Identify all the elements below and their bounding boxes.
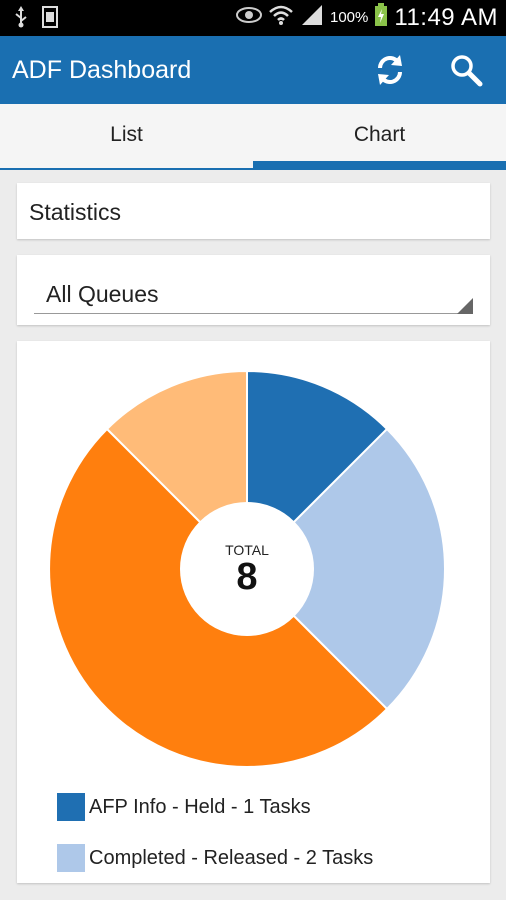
signal-icon [300, 4, 324, 31]
queue-dropdown-underline [34, 313, 473, 314]
legend-label: AFP Info - Held - 1 Tasks [89, 795, 311, 818]
search-button[interactable] [446, 50, 486, 90]
refresh-icon [378, 55, 402, 85]
legend-item: Completed - Released - 2 Tasks [57, 844, 373, 872]
status-clock: 11:49 AM [394, 3, 498, 31]
app-title: ADF Dashboard [12, 56, 192, 84]
tab-bar: List Chart [0, 104, 506, 170]
legend-swatch [57, 844, 85, 872]
usb-icon [14, 6, 28, 33]
pie-slice [245, 427, 446, 711]
pie-center-value: 8 [236, 556, 257, 598]
tab-selected-indicator [253, 161, 506, 168]
search-icon [451, 55, 483, 87]
battery-icon [374, 3, 388, 32]
eye-icon [236, 6, 262, 29]
app-bar: ADF Dashboard [0, 36, 506, 104]
chart-card: TOTAL 8 AFP Info - Held - 1 Tasks Comple… [17, 341, 490, 883]
pie-chart: TOTAL 8 [48, 369, 446, 768]
queue-dropdown-value: All Queues [46, 281, 159, 307]
status-bar: 100% 11:49 AM [0, 0, 506, 36]
statistics-card: Statistics [17, 183, 490, 239]
battery-percentage: 100% [330, 9, 369, 26]
screenshot-icon [42, 6, 58, 33]
legend-label: Completed - Released - 2 Tasks [89, 846, 374, 869]
pie-center-hole [180, 502, 314, 636]
legend-swatch [57, 793, 85, 821]
dropdown-caret-icon [457, 298, 473, 314]
pie-center-label: TOTAL [225, 542, 269, 558]
tab-chart[interactable]: Chart [353, 123, 406, 146]
legend-item: AFP Info - Held - 1 Tasks [57, 793, 311, 821]
queue-dropdown[interactable]: All Queues [17, 255, 490, 325]
wifi-icon [268, 4, 294, 31]
refresh-button[interactable] [370, 50, 410, 90]
statistics-label: Statistics [29, 199, 122, 225]
tab-list[interactable]: List [110, 123, 143, 146]
